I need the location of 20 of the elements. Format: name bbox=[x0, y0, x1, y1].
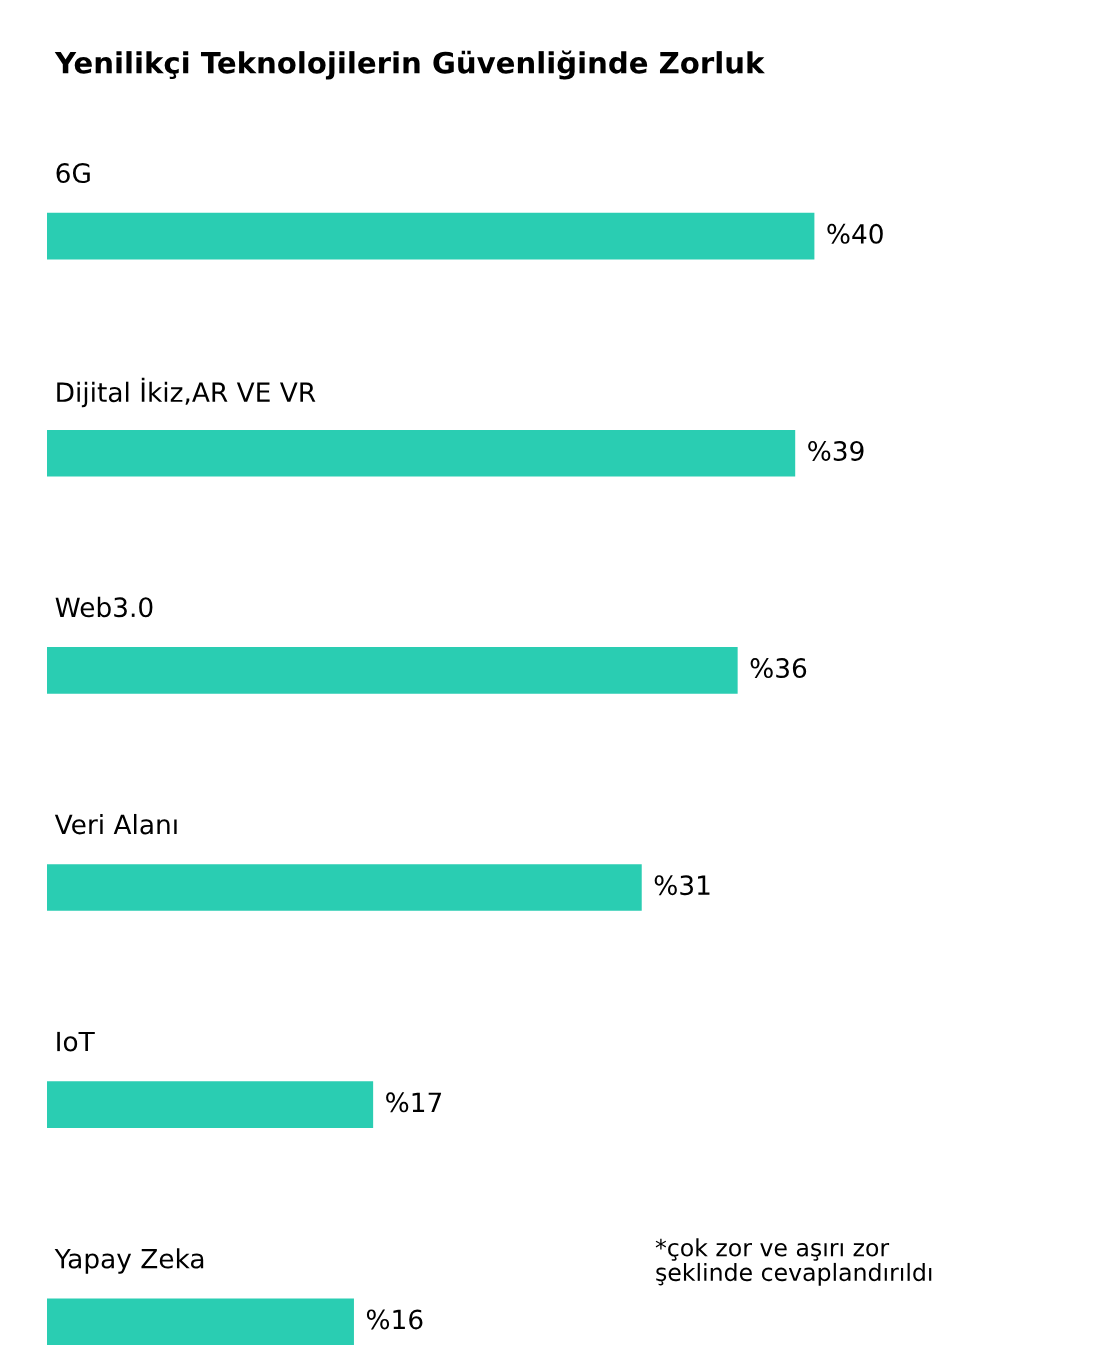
data-label: %36 bbox=[750, 658, 807, 679]
data-label: %39 bbox=[808, 440, 864, 461]
y-tick-label: 6G bbox=[56, 163, 90, 184]
y-tick-label: Yapay Zeka bbox=[54, 1248, 204, 1274]
data-label: %17 bbox=[386, 1092, 442, 1113]
data-label: %40 bbox=[827, 223, 883, 244]
bar bbox=[47, 864, 642, 911]
y-tick-label: Veri Alanı bbox=[54, 813, 177, 835]
bar bbox=[47, 212, 815, 260]
y-tick-label: IoT bbox=[57, 1031, 95, 1052]
data-label: %16 bbox=[366, 1309, 423, 1330]
bar bbox=[47, 1081, 374, 1128]
bar bbox=[47, 1298, 354, 1346]
y-tick-label: Web3.0 bbox=[55, 596, 153, 618]
data-label: %31 bbox=[654, 875, 710, 896]
bar bbox=[47, 647, 738, 694]
chart-title: Yenilikçi Teknolojilerin Güvenliğinde Zorluk bbox=[54, 50, 765, 80]
y-tick-label: Dijital İkiz,AR VE VR bbox=[57, 377, 316, 408]
annotation: *çok zor ve aşırı zor şeklinde cevaplandırıldı bbox=[655, 1238, 932, 1286]
bar bbox=[47, 429, 796, 477]
